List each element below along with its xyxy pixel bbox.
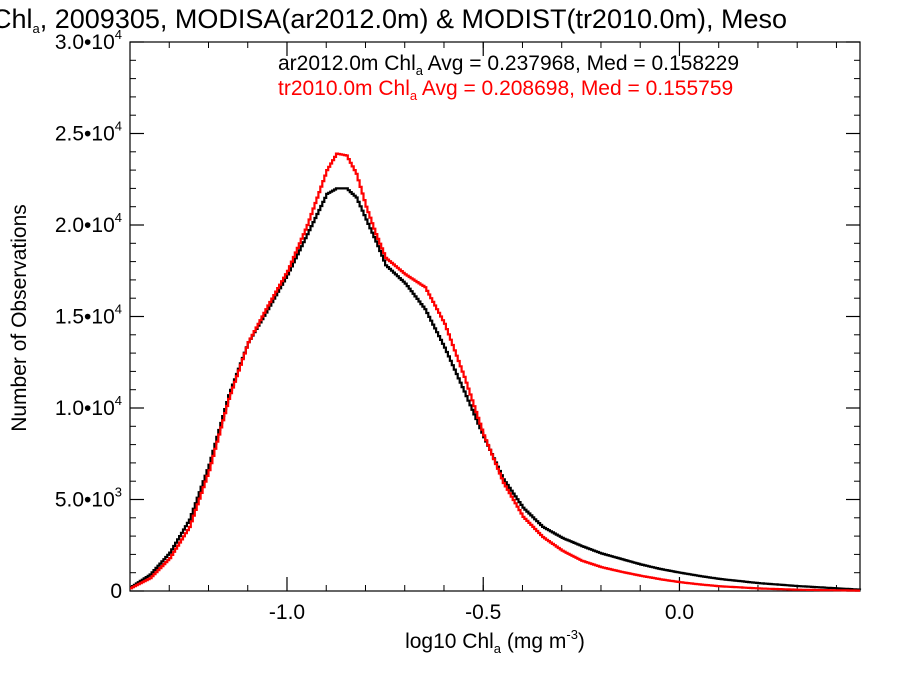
y-tick-label: 1.5•104 (55, 302, 122, 329)
plot-frame (129, 41, 861, 592)
x-axis-label: log10 Chla (mg m-3) (405, 627, 585, 656)
legend-entry-tr2010: tr2010.0m Chla Avg = 0.208698, Med = 0.1… (278, 77, 734, 103)
x-tick-label: -0.5 (465, 601, 501, 624)
x-tick-label: -1.0 (269, 601, 305, 624)
y-tick-label: 5.0•103 (55, 485, 122, 512)
series-line-ar2012.0m (130, 187, 862, 591)
y-tick-label: 3.0•104 (55, 27, 122, 54)
y-tick-label: 2.5•104 (55, 119, 122, 146)
series-line-tr2010.0m (130, 152, 860, 592)
y-tick-label: 1.0•104 (55, 393, 122, 420)
chart-title: Chla, 2009305, MODISA(ar2012.0m) & MODIS… (0, 4, 788, 36)
x-tick-label: 0.0 (665, 601, 694, 624)
y-tick-label: 0 (110, 580, 122, 603)
legend-entry-ar2012: ar2012.0m Chla Avg = 0.237968, Med = 0.1… (278, 52, 740, 78)
y-tick-label: 2.0•104 (55, 210, 122, 237)
